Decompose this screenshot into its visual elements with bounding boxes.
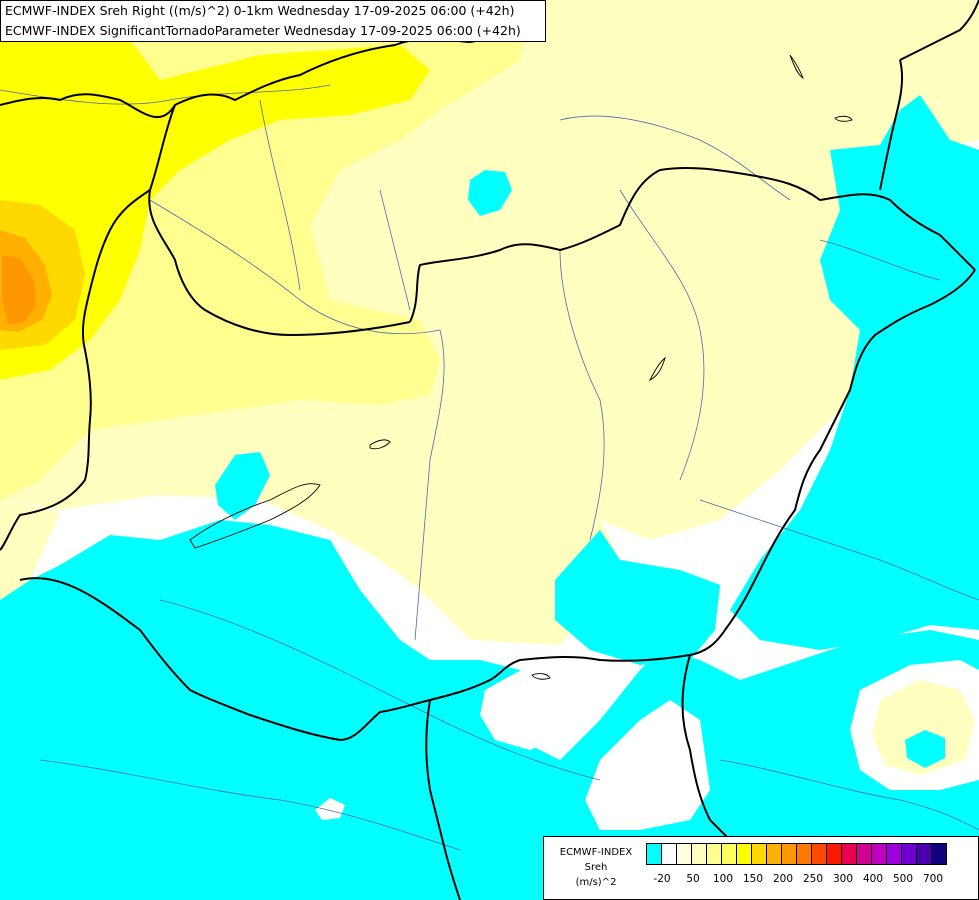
map-title-line-1: ECMWF-INDEX Sreh Right ((m/s)^2) 0-1km W… xyxy=(5,3,515,18)
river-line xyxy=(619,189,705,481)
legend-tick-label: 400 xyxy=(862,873,884,885)
border-line xyxy=(879,59,904,191)
legend-tick-label: 200 xyxy=(772,873,794,885)
legend-swatches xyxy=(646,843,947,867)
river-line xyxy=(259,99,301,291)
river-line xyxy=(39,759,461,851)
legend-ticks: -20 50 100 150 200 250 300 400 500 700 xyxy=(646,873,976,889)
border-line xyxy=(409,166,976,323)
river-line xyxy=(559,249,605,541)
legend-swatch xyxy=(811,843,827,865)
srh-field-dark-orange xyxy=(2,255,36,324)
lake-small-south xyxy=(531,673,551,680)
legend-title: ECMWF-INDEX Sreh (m/s)^2 xyxy=(550,845,642,890)
legend-swatch xyxy=(766,843,782,865)
legend-swatch xyxy=(661,843,677,865)
map-title-line-2: ECMWF-INDEX SignificantTornadoParameter … xyxy=(5,23,521,38)
lake-small-east xyxy=(834,115,853,122)
legend-swatch xyxy=(856,843,872,865)
legend-tick-label: 300 xyxy=(832,873,854,885)
legend-swatch xyxy=(916,843,932,865)
river-line xyxy=(414,329,445,641)
border-line xyxy=(899,0,979,61)
map-title-box: ECMWF-INDEX Sreh Right ((m/s)^2) 0-1km W… xyxy=(0,0,546,42)
border-line xyxy=(0,189,151,551)
legend-swatch xyxy=(691,843,707,865)
legend-swatch xyxy=(736,843,752,865)
border-line xyxy=(148,104,411,336)
lake-small-center xyxy=(648,356,666,382)
legend-swatch xyxy=(886,843,902,865)
legend-swatch xyxy=(676,843,692,865)
srh-field-pale-yellow-island xyxy=(872,680,975,775)
legend-swatch xyxy=(781,843,797,865)
border-line xyxy=(689,269,976,656)
legend-title-line-1: ECMWF-INDEX xyxy=(559,847,633,858)
legend-swatch xyxy=(721,843,737,865)
legend-swatch xyxy=(931,843,947,865)
river-line xyxy=(379,189,411,311)
legend-tick-label: 50 xyxy=(686,873,700,885)
legend-swatch xyxy=(841,843,857,865)
legend-tick-label: 150 xyxy=(742,873,764,885)
river-line xyxy=(719,759,979,831)
legend-swatch xyxy=(871,843,887,865)
srh-field-cyan-center xyxy=(555,530,720,665)
border-line xyxy=(681,654,741,851)
color-legend: ECMWF-INDEX Sreh (m/s)^2 -20 50 100 150 200 2… xyxy=(543,836,979,900)
legend-tick-label: 700 xyxy=(922,873,944,885)
legend-tick-label: 250 xyxy=(802,873,824,885)
lakes xyxy=(189,54,853,680)
legend-tick-label: 100 xyxy=(712,873,734,885)
srh-field-cyan-blob-west xyxy=(215,452,270,520)
srh-field-white-hole-1 xyxy=(480,665,585,750)
srh-field-yellow xyxy=(0,20,430,380)
legend-title-line-3: (m/s)^2 xyxy=(575,877,617,888)
legend-tick-label: -20 xyxy=(653,873,671,885)
river-network xyxy=(0,84,979,851)
legend-swatch xyxy=(826,843,842,865)
river-line xyxy=(819,239,941,281)
river-line xyxy=(159,599,601,781)
legend-swatch xyxy=(646,843,662,865)
legend-tick-label: 500 xyxy=(892,873,914,885)
legend-swatch xyxy=(751,843,767,865)
legend-swatch xyxy=(706,843,722,865)
border-line xyxy=(19,577,691,741)
legend-title-line-2: Sreh xyxy=(584,862,608,873)
border-line xyxy=(425,699,461,900)
legend-swatch xyxy=(796,843,812,865)
lake-small xyxy=(369,439,391,450)
river-line xyxy=(699,499,979,601)
srh-field-white-hole-2 xyxy=(585,700,710,830)
srh-field-white-spot xyxy=(315,798,345,820)
srh-field-cyan-island-east xyxy=(905,730,945,768)
lake-balaton xyxy=(189,483,321,549)
river-line xyxy=(559,115,791,201)
srh-field-cyan-blob-north xyxy=(468,170,512,216)
river-line xyxy=(149,199,441,335)
legend-swatch xyxy=(901,843,917,865)
lake-small-north xyxy=(789,54,804,80)
